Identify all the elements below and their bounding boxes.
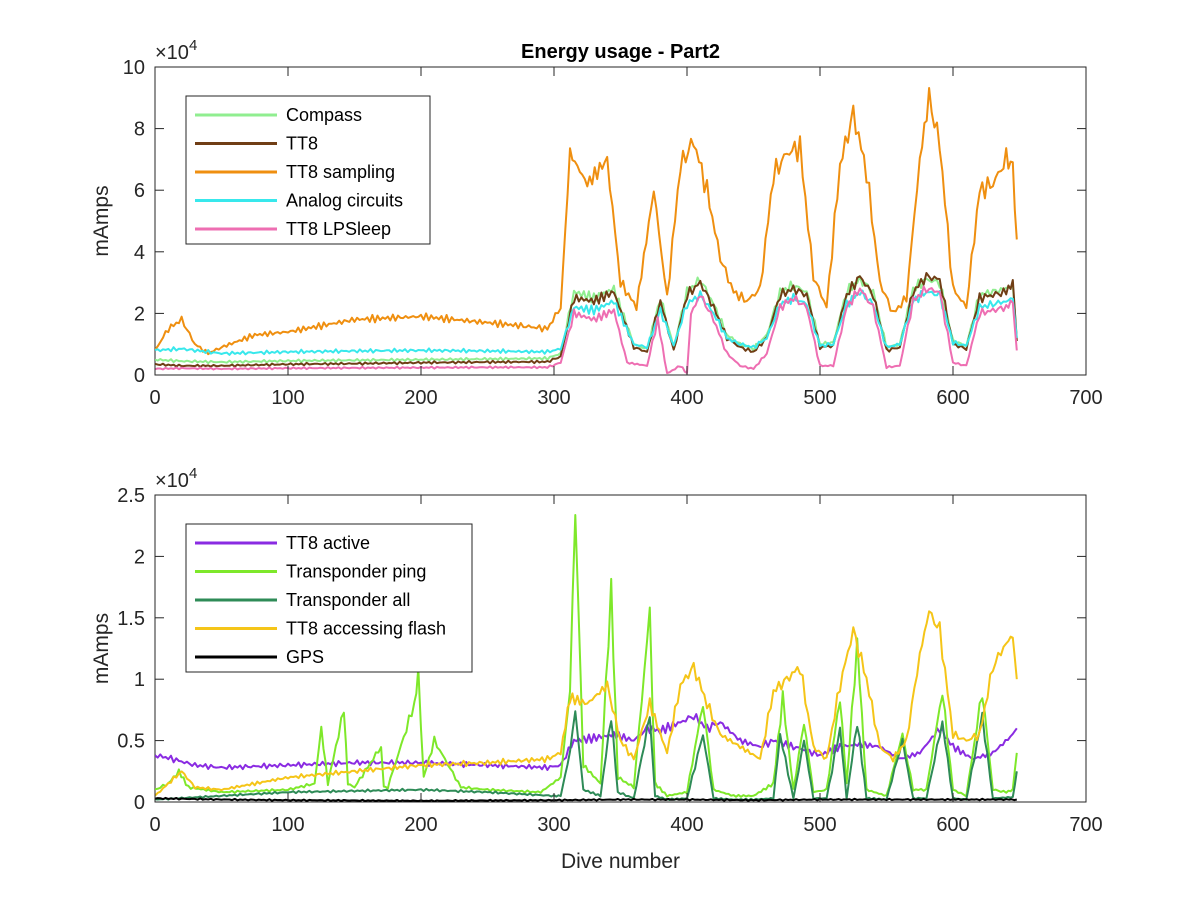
top-series-compass	[155, 275, 1018, 365]
bottom-y-tick-label: 0.5	[117, 731, 145, 753]
top-y-tick-label: 2	[134, 303, 145, 325]
bottom-series-transponder-ping	[155, 514, 1018, 798]
bottom-y-exponent: ×104	[155, 465, 197, 492]
bottom-legend-entry: GPS	[286, 647, 324, 667]
top-y-tick-label: 10	[123, 57, 145, 79]
top-x-tick-label: 100	[271, 387, 304, 409]
bottom-legend: TT8 active Transponder ping Transponder al…	[185, 523, 473, 673]
top-y-axis-label: mAmps	[90, 185, 113, 256]
bottom-y-tick-label: 2.5	[117, 485, 145, 507]
bottom-x-tick-label: 100	[271, 814, 304, 836]
bottom-chart: 0 100 200 300 400 500 600 700 0 0.5 1 1.5 2 2.5 ×104 mA…	[90, 465, 1103, 873]
bottom-y-tick-label: 1	[134, 669, 145, 691]
top-x-tick-label: 300	[537, 387, 570, 409]
bottom-x-tick-label: 400	[670, 814, 703, 836]
top-legend-entry: Analog circuits	[286, 191, 403, 211]
top-legend-entry: TT8 LPSleep	[286, 219, 391, 239]
bottom-legend-entry: Transponder all	[286, 590, 410, 610]
top-series-tt8-lpsleep	[155, 285, 1018, 374]
top-y-exponent: ×104	[155, 37, 197, 64]
top-legend: Compass TT8 TT8 sampling Analog circuits TT8…	[185, 95, 431, 245]
top-x-tick-label: 400	[670, 387, 703, 409]
bottom-y-tick-label: 1.5	[117, 608, 145, 630]
bottom-legend-box	[185, 523, 473, 673]
top-y-tick-label: 4	[134, 242, 145, 264]
top-chart-title: Energy usage - Part2	[521, 41, 720, 63]
top-x-tick-label: 200	[404, 387, 437, 409]
top-series-tt8	[155, 272, 1018, 368]
bottom-x-tick-label: 500	[803, 814, 836, 836]
top-series-tt8-sampling	[155, 87, 1018, 356]
top-x-tick-label: 700	[1069, 387, 1102, 409]
bottom-x-axis-label: Dive number	[561, 850, 680, 873]
top-x-tick-label: 500	[803, 387, 836, 409]
top-y-tick-label: 6	[134, 180, 145, 202]
bottom-series-tt8-accessing-flash	[155, 610, 1018, 797]
bottom-legend-entry: TT8 active	[286, 533, 370, 553]
bottom-y-tick-label: 2	[134, 546, 145, 568]
top-y-tick-label: 8	[134, 119, 145, 141]
top-legend-box	[185, 95, 431, 245]
top-legend-entry: TT8 sampling	[286, 162, 395, 182]
top-x-tick-label: 600	[936, 387, 969, 409]
bottom-legend-entry: TT8 accessing flash	[286, 619, 446, 639]
bottom-series-group	[155, 514, 1018, 802]
bottom-series-tt8-active	[155, 713, 1018, 771]
top-x-tick-label: 0	[149, 387, 160, 409]
top-y-tick-label: 0	[134, 365, 145, 387]
top-legend-entry: Compass	[286, 105, 362, 125]
bottom-legend-entry: Transponder ping	[286, 562, 426, 582]
bottom-y-axis-label: mAmps	[90, 613, 113, 684]
bottom-x-tick-label: 200	[404, 814, 437, 836]
bottom-x-tick-label: 700	[1069, 814, 1102, 836]
bottom-x-tick-label: 600	[936, 814, 969, 836]
top-chart: 0 100 200 300 400 500 600 700 0 2 4 6 8 10 ×104 Energy …	[90, 37, 1103, 409]
bottom-x-tick-label: 0	[149, 814, 160, 836]
bottom-series-gps	[155, 796, 1018, 802]
bottom-y-tick-label: 0	[134, 792, 145, 814]
bottom-x-tick-label: 300	[537, 814, 570, 836]
top-legend-entry: TT8	[286, 134, 318, 154]
top-series-group	[155, 87, 1018, 374]
